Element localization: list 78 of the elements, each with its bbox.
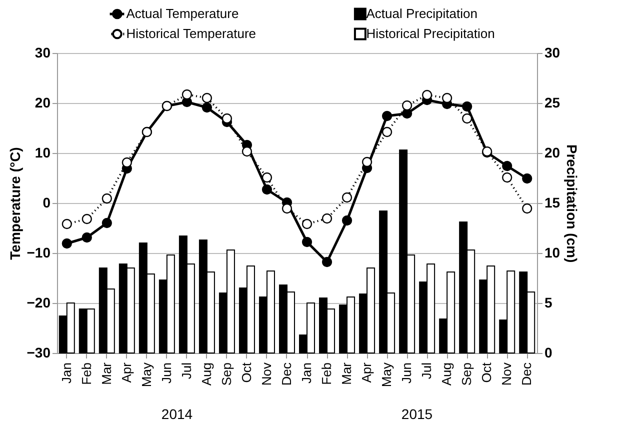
x-tick-label: Jan — [58, 362, 74, 384]
x-tick-label: Feb — [78, 362, 94, 385]
x-tick-label: Dec — [519, 362, 534, 386]
x-tick-label: Sep — [218, 362, 234, 386]
point — [342, 192, 352, 203]
x-tick-label: Aug — [198, 362, 214, 386]
x-tick-label: Aug — [439, 362, 454, 386]
y2-axis-title: Precipitation (cm) — [564, 144, 580, 263]
point — [82, 232, 92, 243]
point — [182, 89, 192, 100]
y-tick-label: −30 — [26, 344, 51, 360]
y-tick-label: 10 — [34, 144, 51, 160]
x-tick-label: Apr — [118, 362, 134, 383]
point — [522, 173, 532, 184]
point — [322, 213, 332, 224]
point — [222, 113, 232, 124]
point — [302, 218, 312, 230]
x-tick-label: Jun — [158, 362, 174, 384]
point — [202, 102, 212, 113]
y-tick-label: 20 — [34, 94, 51, 110]
point — [322, 256, 332, 268]
point — [382, 126, 392, 138]
y2-tick-label: 25 — [544, 94, 560, 110]
point — [202, 92, 212, 104]
x-tick-label: Jun — [399, 362, 414, 384]
x-tick-label: Feb — [319, 362, 334, 385]
x-tick-label: Sep — [459, 362, 474, 386]
point — [342, 215, 352, 226]
x-tick-label: Jan — [299, 362, 314, 384]
point — [82, 214, 92, 224]
legend-label: Historical Precipitation — [366, 26, 495, 41]
point — [522, 203, 532, 214]
text: 2015 — [401, 406, 433, 422]
point — [62, 238, 72, 249]
x-tick-label: Jul — [419, 362, 434, 380]
point — [242, 146, 252, 157]
point — [282, 203, 292, 214]
x-tick-label: May — [138, 362, 154, 388]
x-tick-label: Mar — [98, 362, 114, 385]
x-tick-label: Mar — [339, 362, 354, 385]
legend-label: Historical Temperature — [126, 26, 256, 41]
x-tick-label: Nov — [258, 362, 274, 386]
x-tick-label: Oct — [238, 362, 254, 383]
point — [62, 218, 72, 230]
point — [422, 90, 432, 100]
x-tick-label: May — [379, 362, 394, 388]
point — [382, 110, 392, 122]
point — [302, 236, 312, 248]
x-tick-label: Dec — [278, 362, 294, 386]
point — [442, 92, 452, 104]
point — [122, 157, 132, 168]
y-tick-label: −10 — [26, 244, 51, 260]
point — [502, 172, 512, 183]
point — [402, 100, 412, 111]
y-tick-label: −20 — [26, 294, 51, 310]
point — [102, 193, 112, 204]
y-axis-title: Temperature (°C) — [6, 147, 23, 260]
x-tick-label: Oct — [479, 362, 494, 383]
x-tick-label: Jul — [178, 362, 194, 380]
point — [362, 156, 372, 168]
point — [462, 101, 472, 112]
y2-tick-label: 10 — [544, 244, 560, 260]
point — [262, 184, 272, 195]
legend-label: Actual Temperature — [126, 6, 239, 21]
y-tick-label: 0 — [42, 194, 51, 210]
text: 2014 — [161, 406, 193, 422]
point — [102, 218, 112, 228]
y2-tick-label: 20 — [544, 144, 560, 160]
y-tick-label: 30 — [34, 44, 51, 60]
point — [462, 113, 472, 124]
x-tick-label: Apr — [359, 362, 374, 383]
y2-tick-label: 0 — [544, 344, 552, 360]
y2-tick-label: 15 — [544, 194, 560, 210]
y2-tick-label: 30 — [544, 44, 560, 60]
point — [502, 160, 512, 172]
x-tick-label: Nov — [499, 362, 514, 386]
y2-tick-label: 5 — [544, 294, 552, 310]
point — [262, 172, 272, 183]
